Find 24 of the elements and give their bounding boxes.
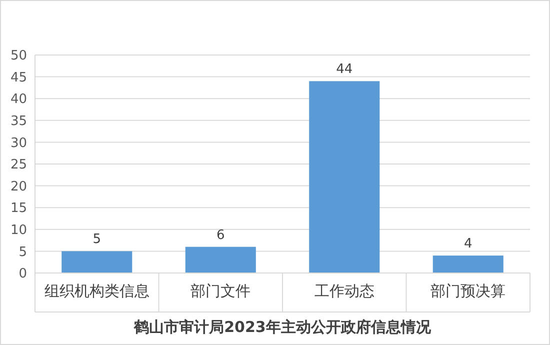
y-tick-label: 0 <box>18 266 27 282</box>
bar <box>432 256 504 273</box>
y-tick-label: 10 <box>10 222 27 238</box>
x-tick-label: 部门预决算 <box>430 282 506 300</box>
y-tick-label: 20 <box>10 179 27 194</box>
y-tick-label: 40 <box>10 92 27 108</box>
y-tick-label: 35 <box>10 114 27 129</box>
x-tick-label: 组织机构类信息 <box>44 282 150 300</box>
data-label: 6 <box>216 228 225 243</box>
y-tick-label: 15 <box>10 201 27 216</box>
data-label: 5 <box>92 232 102 248</box>
bar <box>62 251 132 273</box>
y-tick-label: 50 <box>10 48 27 64</box>
x-tick-label: 部门文件 <box>190 282 251 300</box>
y-tick-label: 30 <box>10 136 27 151</box>
x-tick-label: 工作动态 <box>314 282 374 300</box>
y-tick-label: 25 <box>10 158 27 173</box>
data-label: 4 <box>464 236 472 252</box>
bar <box>185 246 256 273</box>
data-label: 44 <box>336 62 353 78</box>
x-axis-title: 鹤山市审计局2023年主动公开政府信息情况 <box>133 318 432 336</box>
y-tick-label: 5 <box>18 244 27 260</box>
y-tick-label: 45 <box>10 70 27 86</box>
bar <box>309 81 380 273</box>
